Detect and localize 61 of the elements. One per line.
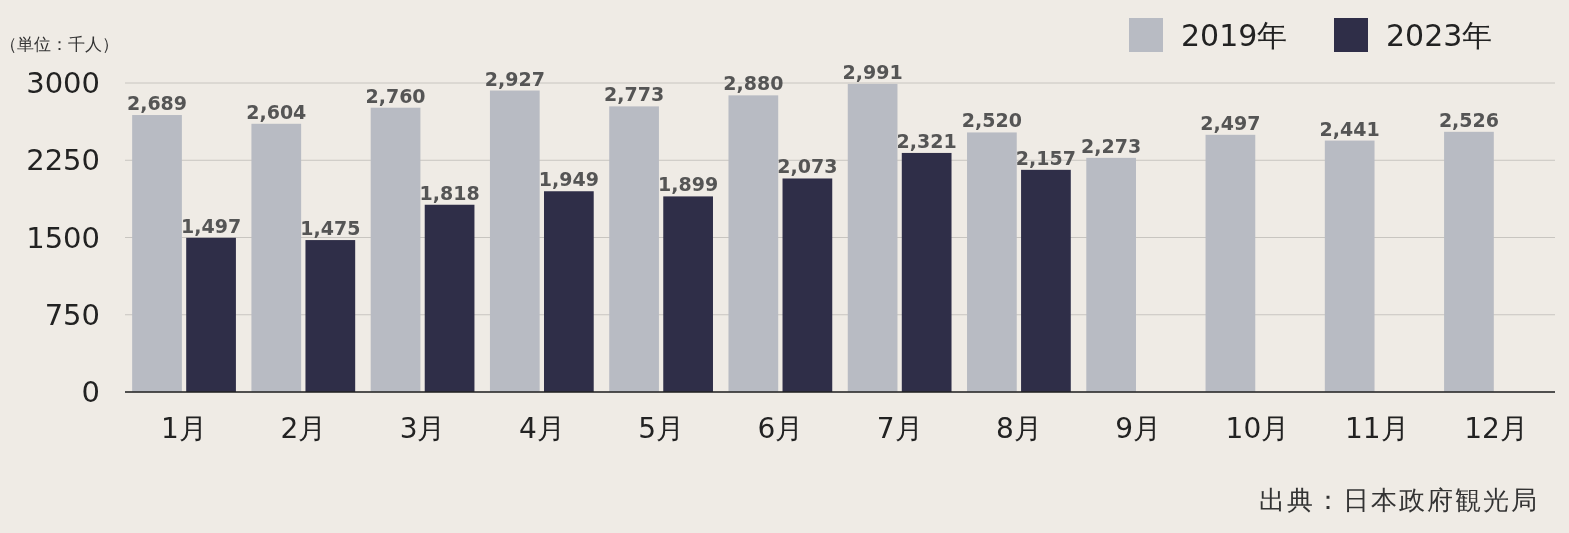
y-tick-label: 1500: [26, 220, 100, 255]
x-tick-label: 8月: [995, 412, 1042, 445]
data-label: 2,273: [1081, 134, 1142, 157]
bar: [967, 132, 1017, 392]
legend-label: 2023年: [1386, 17, 1493, 53]
data-label: 2,526: [1438, 108, 1499, 131]
x-tick-label: 7月: [876, 412, 923, 445]
y-tick-label: 750: [44, 297, 100, 332]
bar: [544, 191, 594, 392]
bar: [1021, 169, 1071, 392]
y-axis-title: （単位：千人）: [0, 34, 119, 54]
y-tick-label: 2250: [26, 143, 100, 178]
data-label: 2,773: [604, 83, 665, 106]
bar: [1205, 134, 1256, 392]
bar: [1444, 131, 1494, 392]
data-label: 1,818: [419, 181, 480, 204]
data-label: 1,475: [300, 217, 361, 240]
data-label: 2,991: [842, 60, 903, 83]
data-label: 2,073: [777, 155, 838, 178]
bar: [305, 240, 356, 392]
data-label: 2,441: [1319, 117, 1380, 140]
bar: [132, 115, 182, 392]
y-tick-label: 0: [81, 375, 100, 410]
x-tick-label: 1月: [161, 412, 207, 445]
bar: [489, 90, 540, 392]
bar: [847, 83, 898, 392]
x-tick-label: 6月: [757, 412, 804, 445]
bar: [251, 123, 302, 392]
data-label: 2,927: [484, 67, 545, 90]
x-tick-label: 2月: [280, 412, 327, 445]
data-label: 2,760: [365, 84, 426, 107]
bar: [186, 237, 236, 392]
x-tick-label: 11月: [1344, 412, 1409, 445]
x-tick-label: 3月: [399, 412, 446, 445]
x-tick-label: 9月: [1115, 412, 1162, 445]
x-tick-label: 10月: [1225, 412, 1290, 445]
data-label: 2,880: [723, 72, 784, 95]
bar: [1086, 157, 1136, 392]
x-tick-label: 5月: [638, 412, 685, 445]
bar: [901, 152, 952, 392]
data-label: 2,321: [896, 129, 957, 152]
data-label: 2,689: [126, 92, 188, 115]
bar: [728, 95, 779, 392]
bar: [663, 196, 713, 392]
x-tick-label: 12月: [1464, 412, 1528, 445]
x-tick-label: 4月: [518, 412, 565, 445]
data-label: 2,497: [1200, 111, 1261, 134]
bar: [370, 107, 421, 392]
source-note: 出典：日本政府観光局: [1259, 485, 1539, 515]
legend-label: 2019年: [1181, 17, 1288, 53]
data-label: 2,604: [246, 100, 307, 123]
bar: [1324, 140, 1375, 392]
bar: [424, 204, 475, 392]
data-label: 1,899: [658, 173, 719, 196]
data-label: 2,520: [961, 109, 1022, 132]
bar: [782, 178, 833, 392]
y-tick-label: 3000: [26, 66, 100, 101]
data-label: 2,157: [1015, 146, 1076, 169]
bar: [609, 106, 659, 392]
data-label: 1,497: [181, 214, 242, 237]
data-label: 1,949: [538, 168, 599, 191]
